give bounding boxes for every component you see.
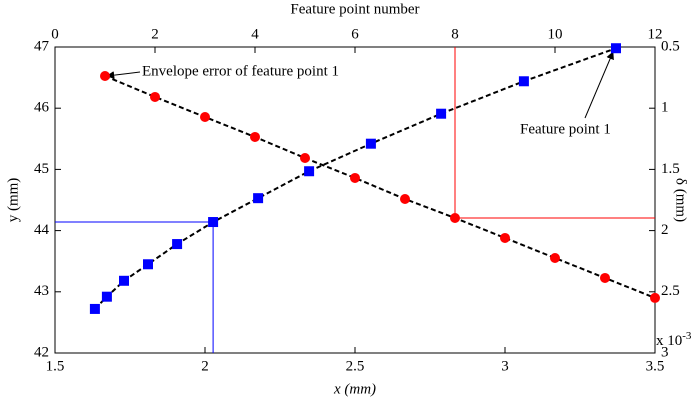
y-tick-label: 46 [34,100,50,116]
x2-tick-label: 8 [451,26,459,42]
marker [101,291,112,302]
marker [89,303,100,314]
marker [208,217,219,228]
marker [550,253,560,264]
multiplier-exponent: -3 [682,330,692,342]
marker [500,232,510,243]
x2-tick-label: 0 [51,26,59,42]
y-tick-label: 42 [34,344,49,360]
y2-multiplier: x 10-3 [656,330,692,350]
multiplier-base: x 10 [656,333,682,349]
marker [450,212,460,223]
marker [611,43,621,54]
annotation-arrow [584,51,614,119]
annotation: Envelope error of feature point 1 [142,63,339,79]
x-tick-label: 2 [201,358,209,374]
y2-tick-label: 3 [661,344,669,360]
x-tick-label: 3.5 [646,358,665,374]
marker [650,292,660,303]
y2-tick-label: 1 [661,100,669,116]
marker [600,272,610,283]
marker [436,108,447,119]
x-tick-label: 1.5 [46,358,65,374]
y2-tick-label: 1.5 [661,161,680,177]
x-axis-title: x (mm) [333,381,376,397]
marker [143,259,153,270]
annotation-arrow [106,71,141,80]
y-tick-label: 44 [34,222,50,238]
marker [518,76,529,87]
marker [100,71,110,82]
x2-tick-label: 10 [548,26,563,42]
top-axis-title: Feature point number [290,1,419,17]
marker [250,131,260,142]
marker [119,275,129,286]
y-tick-label: 43 [34,283,49,299]
marker [365,138,376,149]
x2-tick-label: 4 [251,26,259,42]
y-tick-label: 47 [34,38,50,54]
marker [150,91,160,102]
y-axis-title: y (mm) [5,178,21,223]
y2-tick-label: 0.5 [661,38,680,54]
marker [253,193,264,204]
x2-tick-label: 2 [151,26,159,42]
marker [304,166,315,177]
y2-tick-label: 2 [661,222,669,238]
y-tick-label: 45 [34,161,49,177]
y2-axis-title: δ (mm) [673,178,689,222]
marker [300,153,310,164]
dashed-line [104,75,656,299]
marker [200,112,210,123]
x-tick-label: 3 [501,358,509,374]
x2-tick-label: 12 [648,26,663,42]
annotation: Feature point 1 [520,121,611,137]
marker [400,194,410,205]
x2-tick-label: 6 [351,26,359,42]
x-tick-label: 2.5 [346,358,365,374]
marker [172,239,183,250]
marker [350,172,360,183]
y2-tick-label: 2.5 [661,283,680,299]
